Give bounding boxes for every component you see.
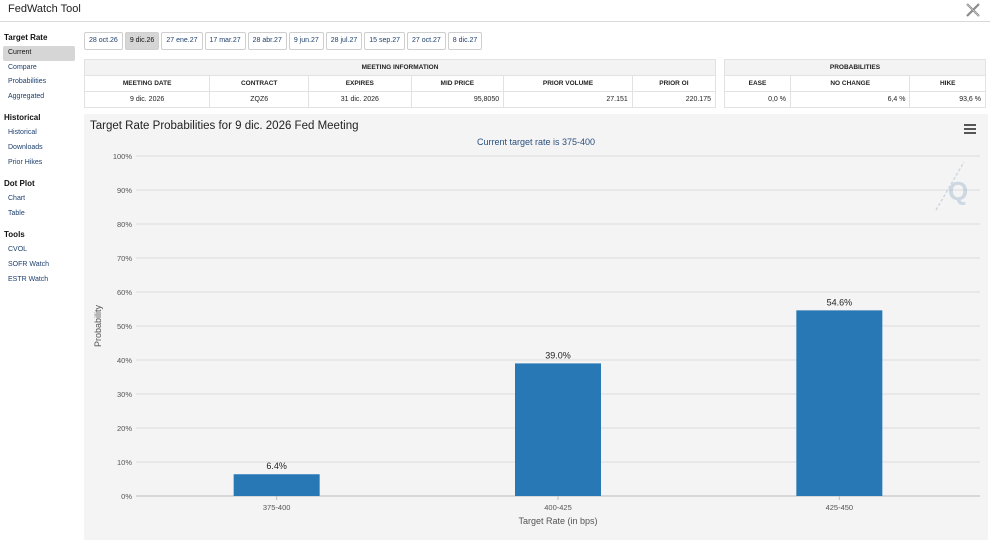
bar	[515, 363, 601, 496]
sidebar-section-title: Historical	[4, 113, 41, 123]
bar-data-label: 6.4%	[266, 461, 287, 471]
table-column-header: EASE	[724, 75, 791, 92]
x-tick-label: 400-425	[544, 503, 572, 512]
chart-title: Target Rate Probabilities for 9 dic. 202…	[90, 120, 359, 132]
y-tick-label: 90%	[117, 186, 132, 195]
table-column-header: PRIOR OI	[631, 75, 717, 92]
y-tick-label: 30%	[117, 390, 132, 399]
sidebar-item-sofr-watch[interactable]: SOFR Watch	[8, 260, 49, 268]
table-column-header: MEETING DATE	[83, 75, 211, 92]
meeting-information-table: MEETING INFORMATION MEETING DATE CONTRACT…	[83, 59, 717, 108]
table-column-header: PRIOR VOLUME	[503, 75, 633, 92]
tab-meeting-date[interactable]: 27 ene.27	[161, 32, 203, 50]
table-cell: 0,0 %	[724, 91, 791, 108]
chart-panel: 0% 10% 20% 30% 40% 50% 60% 70% 80% 90% 100% 6.4% 375…	[84, 114, 988, 540]
bar-data-label: 54.6%	[827, 297, 853, 307]
app-title: FedWatch Tool	[8, 3, 81, 15]
table-column-header: CONTRACT	[209, 75, 310, 92]
sidebar-section-title: Target Rate	[4, 33, 48, 42]
table-cell: 93,6 %	[909, 91, 986, 108]
bar-chart: 0% 10% 20% 30% 40% 50% 60% 70% 80% 90% 100% 6.4% 375…	[93, 152, 980, 526]
bar	[796, 310, 883, 496]
table-cell: 9 dic. 2026	[83, 91, 211, 108]
tab-meeting-date[interactable]: 28 oct.26	[84, 32, 123, 50]
bar-data-label: 39.0%	[545, 350, 571, 360]
meeting-information-header: MEETING INFORMATION	[84, 59, 716, 76]
sidebar: Target Rate Current Compare Probabilities Ag…	[0, 30, 78, 287]
sidebar-item-current[interactable]: Current	[3, 46, 75, 61]
sidebar-item-aggregated[interactable]: Aggregated	[8, 92, 45, 100]
y-tick-label: 70%	[117, 254, 132, 263]
tab-meeting-date[interactable]: 9 dic.26	[124, 32, 160, 50]
y-tick-label: 50%	[117, 322, 132, 331]
sidebar-item-probabilities[interactable]: Probabilities	[8, 78, 47, 86]
table-column-header: MID PRICE	[410, 75, 505, 92]
x-axis-title: Target Rate (in bps)	[518, 516, 597, 526]
sidebar-item-prior-hikes[interactable]: Prior Hikes	[8, 158, 43, 166]
sidebar-section-title: Dot Plot	[4, 179, 35, 189]
hamburger-menu-icon[interactable]	[964, 124, 976, 134]
x-tick-label: 425-450	[826, 503, 854, 512]
tab-meeting-date[interactable]: 8 dic.27	[447, 32, 483, 50]
sidebar-section-title: Tools	[4, 230, 25, 240]
table-column-header: EXPIRES	[308, 75, 412, 92]
table-cell: 220.175	[631, 91, 717, 108]
tab-meeting-date[interactable]: 28 jul.27	[325, 32, 363, 50]
table-column-header: NO CHANGE	[789, 75, 911, 92]
y-tick-label: 80%	[117, 220, 132, 229]
sidebar-item-compare[interactable]: Compare	[8, 63, 37, 71]
probabilities-table: PROBABILITIES EASE NO CHANGE HIKE 0,0 % 6,4…	[724, 59, 986, 108]
tab-meeting-date[interactable]: 17 mar.27	[204, 32, 246, 50]
meeting-date-tabs: 28 oct.26 9 dic.26 27 ene.27 17 mar.27 28 ab…	[84, 32, 483, 50]
title-bar: FedWatch Tool	[0, 0, 990, 22]
x-tick-label: 375-400	[263, 503, 291, 512]
y-axis-title: Probability	[93, 304, 103, 347]
probabilities-header: PROBABILITIES	[724, 59, 986, 76]
sidebar-item-historical[interactable]: Historical	[8, 129, 37, 137]
svg-text:Q: Q	[948, 176, 968, 206]
table-cell: ZQZ6	[209, 91, 310, 108]
x-close-icon[interactable]	[966, 3, 980, 17]
y-tick-label: 40%	[117, 356, 132, 365]
tab-meeting-date[interactable]: 27 oct.27	[406, 32, 446, 50]
y-tick-label: 0%	[121, 492, 132, 501]
table-cell: 95,8050	[410, 91, 505, 108]
tab-meeting-date[interactable]: 28 abr.27	[247, 32, 287, 50]
table-cell: 27.151	[503, 91, 633, 108]
y-tick-label: 60%	[117, 288, 132, 297]
table-column-header: HIKE	[909, 75, 986, 92]
bar	[233, 474, 320, 496]
chart-subtitle: Current target rate is 375-400	[476, 137, 596, 147]
y-tick-label: 10%	[117, 458, 132, 467]
sidebar-item-table[interactable]: Table	[8, 209, 25, 217]
tab-meeting-date[interactable]: 9 jun.27	[288, 32, 324, 50]
table-cell: 31 dic. 2026	[308, 91, 412, 108]
sidebar-item-downloads[interactable]: Downloads	[8, 143, 43, 151]
sidebar-item-cvol[interactable]: CVOL	[8, 246, 28, 254]
q-watermark-icon: Q	[935, 161, 968, 211]
y-tick-label: 20%	[117, 424, 132, 433]
sidebar-item-estr-watch[interactable]: ESTR Watch	[8, 275, 49, 283]
table-cell: 6,4 %	[789, 91, 911, 108]
y-tick-label: 100%	[113, 152, 133, 161]
tab-meeting-date[interactable]: 15 sep.27	[364, 32, 405, 50]
sidebar-item-chart[interactable]: Chart	[8, 195, 26, 203]
